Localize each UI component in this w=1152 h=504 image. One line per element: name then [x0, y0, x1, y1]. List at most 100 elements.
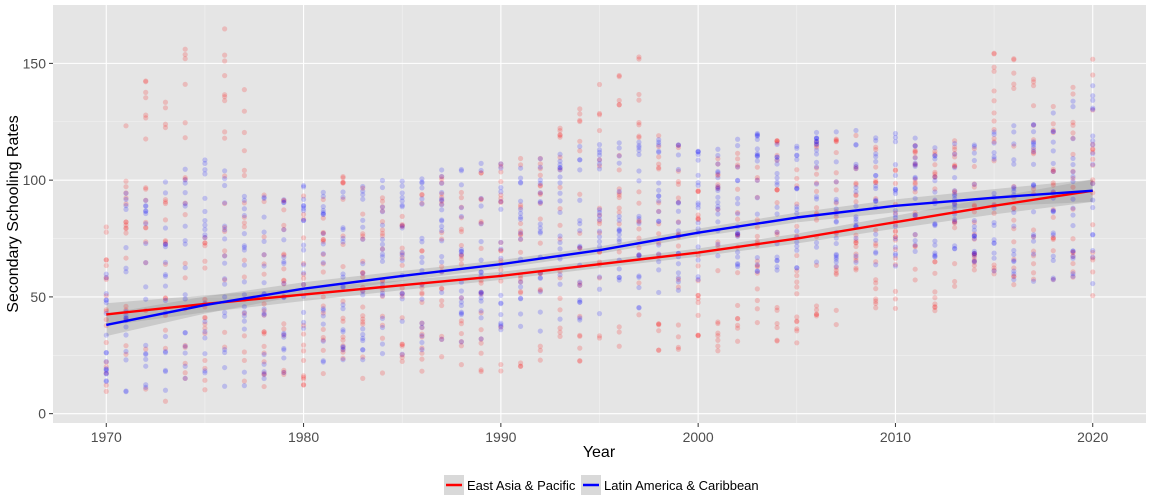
point-east-asia-pacific: [222, 94, 228, 100]
point-east-asia-pacific: [222, 200, 228, 207]
point-latin-america-caribbean: [261, 214, 267, 220]
point-latin-america-caribbean: [735, 233, 741, 239]
point-east-asia-pacific: [478, 219, 484, 225]
point-east-asia-pacific: [616, 192, 622, 198]
point-latin-america-caribbean: [715, 206, 721, 212]
point-east-asia-pacific: [991, 267, 997, 273]
point-latin-america-caribbean: [813, 147, 820, 153]
point-east-asia-pacific: [892, 210, 899, 216]
point-latin-america-caribbean: [794, 156, 800, 163]
point-east-asia-pacific: [103, 224, 109, 230]
point-latin-america-caribbean: [281, 227, 287, 233]
point-east-asia-pacific: [300, 275, 307, 281]
point-latin-america-caribbean: [596, 243, 603, 250]
point-latin-america-caribbean: [379, 236, 386, 242]
point-latin-america-caribbean: [1070, 212, 1076, 218]
point-latin-america-caribbean: [498, 311, 504, 318]
point-east-asia-pacific: [774, 140, 780, 146]
point-latin-america-caribbean: [971, 233, 977, 239]
point-latin-america-caribbean: [971, 224, 977, 230]
point-latin-america-caribbean: [577, 315, 583, 321]
point-latin-america-caribbean: [1030, 209, 1037, 215]
point-east-asia-pacific: [991, 126, 997, 133]
point-east-asia-pacific: [616, 205, 622, 211]
point-latin-america-caribbean: [1011, 161, 1017, 167]
point-latin-america-caribbean: [557, 209, 563, 216]
point-latin-america-caribbean: [774, 154, 780, 160]
point-east-asia-pacific: [222, 173, 228, 179]
point-east-asia-pacific: [300, 342, 307, 348]
point-latin-america-caribbean: [577, 157, 583, 163]
point-latin-america-caribbean: [853, 127, 859, 134]
x-tick-label: 2020: [1077, 429, 1108, 445]
point-latin-america-caribbean: [833, 179, 839, 185]
point-latin-america-caribbean: [912, 162, 918, 168]
point-latin-america-caribbean: [616, 213, 622, 219]
point-east-asia-pacific: [636, 312, 642, 318]
point-latin-america-caribbean: [892, 215, 899, 221]
point-east-asia-pacific: [596, 205, 603, 211]
point-east-asia-pacific: [162, 199, 169, 205]
point-east-asia-pacific: [1070, 122, 1076, 128]
point-latin-america-caribbean: [340, 329, 346, 335]
point-east-asia-pacific: [557, 333, 563, 339]
point-east-asia-pacific: [932, 308, 938, 314]
point-east-asia-pacific: [360, 269, 366, 276]
point-latin-america-caribbean: [123, 190, 129, 196]
point-latin-america-caribbean: [399, 202, 405, 208]
point-latin-america-caribbean: [241, 231, 247, 237]
point-east-asia-pacific: [458, 330, 464, 337]
y-tick-label: 150: [23, 55, 47, 71]
point-latin-america-caribbean: [399, 290, 405, 296]
point-latin-america-caribbean: [735, 249, 741, 255]
point-east-asia-pacific: [360, 236, 366, 242]
point-east-asia-pacific: [873, 296, 879, 302]
point-latin-america-caribbean: [794, 153, 800, 159]
point-east-asia-pacific: [892, 234, 899, 240]
point-east-asia-pacific: [1090, 222, 1096, 228]
point-east-asia-pacific: [498, 361, 504, 368]
point-east-asia-pacific: [123, 226, 129, 232]
point-latin-america-caribbean: [754, 132, 760, 138]
y-tick-label: 50: [30, 289, 46, 305]
point-east-asia-pacific: [202, 265, 208, 271]
point-east-asia-pacific: [103, 370, 109, 376]
point-latin-america-caribbean: [735, 262, 741, 268]
point-latin-america-caribbean: [596, 209, 603, 216]
point-latin-america-caribbean: [1030, 233, 1037, 240]
point-latin-america-caribbean: [774, 254, 780, 260]
point-latin-america-caribbean: [932, 178, 938, 184]
point-latin-america-caribbean: [754, 254, 760, 261]
point-east-asia-pacific: [577, 191, 583, 197]
point-latin-america-caribbean: [340, 344, 346, 350]
point-latin-america-caribbean: [182, 292, 188, 298]
point-latin-america-caribbean: [202, 318, 208, 325]
point-latin-america-caribbean: [577, 282, 583, 288]
point-latin-america-caribbean: [162, 333, 169, 340]
point-latin-america-caribbean: [636, 220, 642, 226]
point-latin-america-caribbean: [577, 217, 583, 224]
point-east-asia-pacific: [695, 188, 701, 195]
point-east-asia-pacific: [873, 277, 879, 283]
point-latin-america-caribbean: [360, 217, 366, 223]
point-east-asia-pacific: [222, 253, 228, 259]
point-east-asia-pacific: [340, 346, 346, 352]
point-latin-america-caribbean: [123, 388, 129, 394]
point-east-asia-pacific: [557, 132, 563, 138]
point-latin-america-caribbean: [557, 151, 563, 157]
point-latin-america-caribbean: [123, 312, 129, 318]
point-latin-america-caribbean: [932, 254, 938, 260]
point-east-asia-pacific: [399, 315, 405, 321]
point-east-asia-pacific: [517, 231, 524, 237]
point-east-asia-pacific: [537, 200, 543, 206]
point-latin-america-caribbean: [636, 284, 642, 291]
point-latin-america-caribbean: [1011, 209, 1017, 215]
point-latin-america-caribbean: [1050, 257, 1056, 264]
point-latin-america-caribbean: [202, 157, 208, 163]
point-east-asia-pacific: [123, 222, 129, 228]
point-latin-america-caribbean: [616, 266, 622, 272]
point-latin-america-caribbean: [439, 189, 445, 196]
point-east-asia-pacific: [557, 132, 563, 138]
point-east-asia-pacific: [419, 191, 425, 198]
point-latin-america-caribbean: [241, 318, 247, 324]
